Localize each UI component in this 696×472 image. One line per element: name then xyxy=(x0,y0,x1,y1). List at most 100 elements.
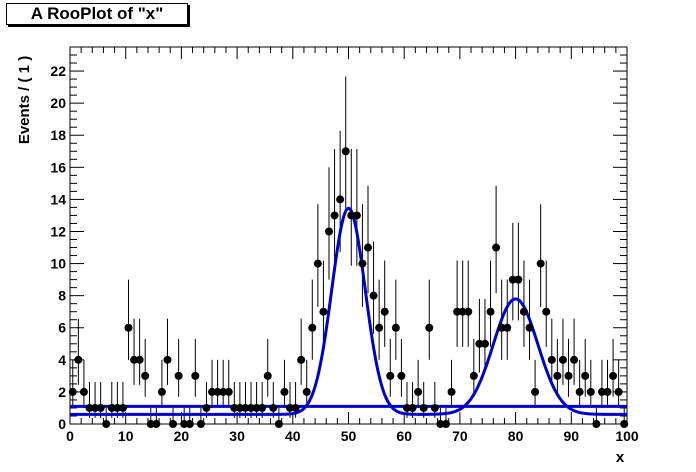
data-point xyxy=(291,403,300,412)
data-point xyxy=(564,371,573,380)
x-tick-label: 60 xyxy=(396,428,412,444)
data-point xyxy=(74,355,83,364)
data-point xyxy=(280,387,289,396)
data-point xyxy=(241,403,250,412)
x-tick-label: 30 xyxy=(229,428,245,444)
data-point xyxy=(79,387,88,396)
plot-frame xyxy=(69,46,628,425)
data-point xyxy=(202,403,211,412)
data-point xyxy=(586,387,595,396)
data-point xyxy=(458,307,467,316)
data-point xyxy=(163,355,172,364)
data-point xyxy=(319,307,328,316)
data-point xyxy=(547,355,556,364)
data-point xyxy=(135,355,144,364)
data-point xyxy=(380,307,389,316)
data-point xyxy=(252,403,261,412)
data-point xyxy=(525,323,534,332)
data-point xyxy=(469,371,478,380)
data-point xyxy=(558,355,567,364)
data-point xyxy=(447,387,456,396)
data-point xyxy=(581,371,590,380)
data-point xyxy=(408,403,417,412)
data-point xyxy=(141,371,150,380)
data-point xyxy=(297,355,306,364)
data-point xyxy=(503,323,512,332)
data-point xyxy=(425,323,434,332)
data-point xyxy=(224,387,233,396)
x-tick-label: 20 xyxy=(174,428,190,444)
data-point xyxy=(118,403,127,412)
data-point xyxy=(85,403,94,412)
data-point xyxy=(341,147,350,156)
data-point xyxy=(157,387,166,396)
x-tick-label: 90 xyxy=(564,428,580,444)
data-point xyxy=(575,387,584,396)
data-point xyxy=(441,420,450,428)
plot-area-border xyxy=(69,46,628,425)
data-point xyxy=(352,211,361,220)
data-point xyxy=(347,211,356,220)
chart-title: A RooPlot of "x" xyxy=(6,3,188,25)
data-point xyxy=(286,403,295,412)
data-point xyxy=(570,355,579,364)
data-point xyxy=(519,307,528,316)
data-point xyxy=(480,339,489,348)
data-point xyxy=(453,307,462,316)
x-tick-label: 100 xyxy=(615,428,639,444)
data-point xyxy=(486,307,495,316)
data-point xyxy=(597,387,606,396)
data-point xyxy=(230,403,239,412)
data-point xyxy=(113,403,122,412)
y-tick-label: 2 xyxy=(58,384,66,400)
data-point xyxy=(414,387,423,396)
data-points xyxy=(68,147,629,428)
data-point xyxy=(196,420,205,428)
y-tick-label: 18 xyxy=(50,127,66,143)
data-point xyxy=(169,420,178,428)
data-point xyxy=(391,323,400,332)
x-axis-title: x xyxy=(616,449,625,466)
data-point xyxy=(325,227,334,236)
data-point xyxy=(174,371,183,380)
data-point xyxy=(124,323,133,332)
data-point xyxy=(531,387,540,396)
data-point xyxy=(553,371,562,380)
x-tick-label: 40 xyxy=(285,428,301,444)
data-point xyxy=(302,387,311,396)
data-point xyxy=(258,403,267,412)
data-point xyxy=(363,243,372,252)
data-point xyxy=(375,323,384,332)
y-tick-label: 6 xyxy=(58,320,66,336)
y-tick-label: 12 xyxy=(50,223,66,239)
data-point xyxy=(386,371,395,380)
data-point xyxy=(542,307,551,316)
fit-curves xyxy=(70,206,627,416)
y-tick-label: 0 xyxy=(58,416,66,432)
data-point xyxy=(464,307,473,316)
data-point xyxy=(592,420,601,428)
data-point xyxy=(475,339,484,348)
data-point xyxy=(152,420,161,428)
data-point xyxy=(620,420,629,428)
data-point xyxy=(308,323,317,332)
data-point xyxy=(419,403,428,412)
data-point xyxy=(146,420,155,428)
y-tick-label: 4 xyxy=(58,352,66,368)
data-point xyxy=(191,371,200,380)
data-point xyxy=(336,195,345,204)
data-point xyxy=(436,420,445,428)
fit-curve-total xyxy=(70,206,627,416)
y-tick-label: 20 xyxy=(50,95,66,111)
y-tick-label: 14 xyxy=(50,191,66,207)
data-point xyxy=(235,403,244,412)
data-point xyxy=(397,371,406,380)
data-point xyxy=(514,275,523,284)
data-point xyxy=(402,403,411,412)
x-tick-label: 0 xyxy=(66,428,74,444)
data-point xyxy=(180,420,189,428)
data-point xyxy=(91,403,100,412)
data-point xyxy=(68,387,77,396)
data-point xyxy=(603,387,612,396)
y-tick-label: 22 xyxy=(50,63,66,79)
